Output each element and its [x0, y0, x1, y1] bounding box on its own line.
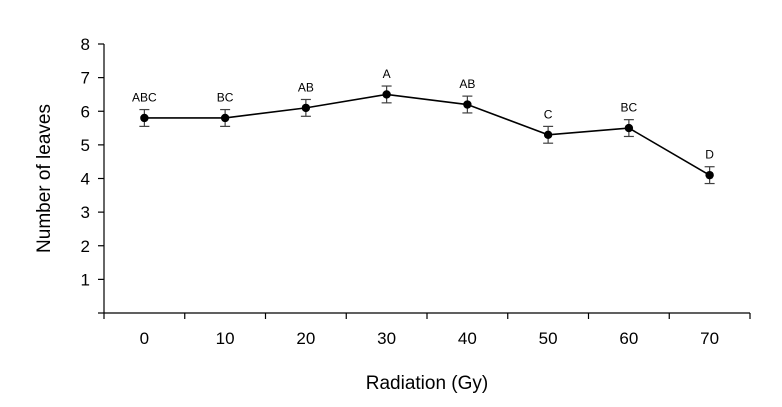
- data-label: BC: [217, 91, 234, 105]
- x-axis-title: Radiation (Gy): [366, 373, 489, 394]
- x-tick-label: 50: [539, 329, 558, 348]
- data-label: C: [544, 107, 553, 121]
- y-tick-label: 7: [81, 69, 90, 88]
- y-tick-label: 2: [81, 237, 90, 256]
- data-point: [543, 130, 553, 139]
- y-tick-label: 5: [81, 136, 90, 155]
- data-label: D: [705, 148, 714, 162]
- y-tick-label: 1: [81, 270, 90, 289]
- data-point: [463, 100, 472, 109]
- y-tick-label: 3: [81, 203, 90, 222]
- y-tick-label: 6: [81, 102, 90, 121]
- x-tick-label: 30: [377, 329, 396, 348]
- axes: [103, 44, 750, 314]
- data-label: ABC: [132, 91, 157, 105]
- data-label: AB: [459, 77, 475, 91]
- y-tick-label: 4: [81, 170, 90, 189]
- data-point: [382, 90, 391, 99]
- data-label: AB: [298, 80, 314, 94]
- x-tick-label: 0: [140, 329, 149, 348]
- data-label: BC: [621, 101, 638, 115]
- data-point: [624, 123, 634, 133]
- x-tick-label: 70: [700, 329, 719, 348]
- x-ticks: 0 10 20 30 40 50 60 70: [103, 313, 751, 348]
- data-point: [301, 103, 311, 113]
- data-point: [140, 113, 149, 123]
- x-tick-label: 40: [458, 329, 477, 348]
- data-point: [705, 170, 714, 180]
- data-label: A: [383, 67, 391, 81]
- y-axis-title: Number of leaves: [34, 104, 55, 253]
- y-tick-label: 8: [81, 35, 90, 54]
- series-line: [144, 93, 711, 176]
- y-ticks: 1 2 3 4 5 6 7 8: [81, 35, 104, 314]
- x-tick-label: 60: [619, 329, 638, 348]
- x-tick-label: 20: [296, 329, 315, 348]
- x-tick-label: 10: [216, 329, 235, 348]
- data-point: [220, 113, 230, 123]
